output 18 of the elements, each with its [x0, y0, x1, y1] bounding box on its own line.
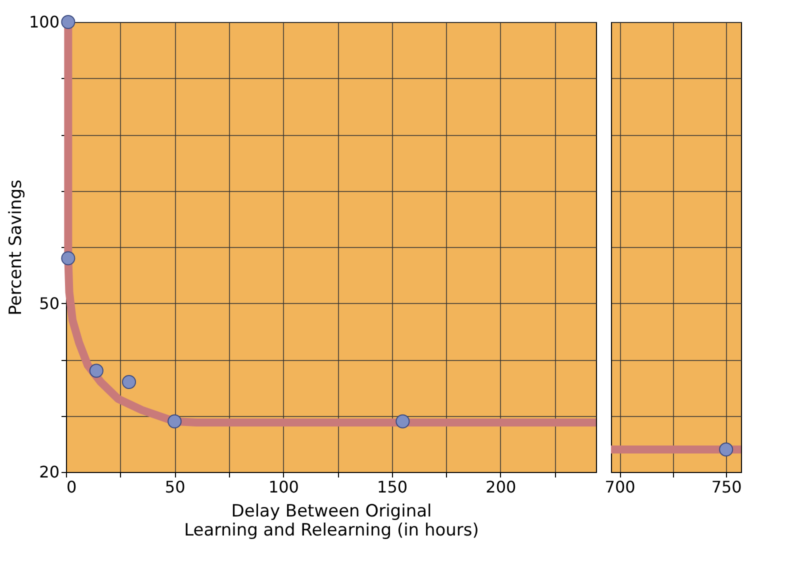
- x-tick-label: 750: [711, 478, 742, 496]
- x-axis-title: Delay Between Original Learning and Relearning (in hours): [184, 502, 479, 540]
- y-tick-label: 20: [39, 462, 60, 482]
- point: [61, 251, 76, 266]
- x-tick-label: 0: [66, 478, 77, 496]
- x-tick-label: 100: [268, 478, 299, 496]
- point: [89, 364, 104, 378]
- x-tick-label: 50: [164, 478, 186, 496]
- point: [396, 414, 410, 428]
- x-tick-label: 700: [604, 478, 636, 496]
- point: [61, 14, 76, 30]
- y-axis-title: Percent Savings: [6, 179, 26, 316]
- x-tick-label: 200: [486, 478, 516, 496]
- y-tick-label: 50: [39, 294, 60, 313]
- point: [122, 374, 136, 390]
- x-tick-label: 150: [377, 478, 408, 496]
- y-tick-label: 100: [28, 12, 60, 32]
- point: [168, 414, 182, 428]
